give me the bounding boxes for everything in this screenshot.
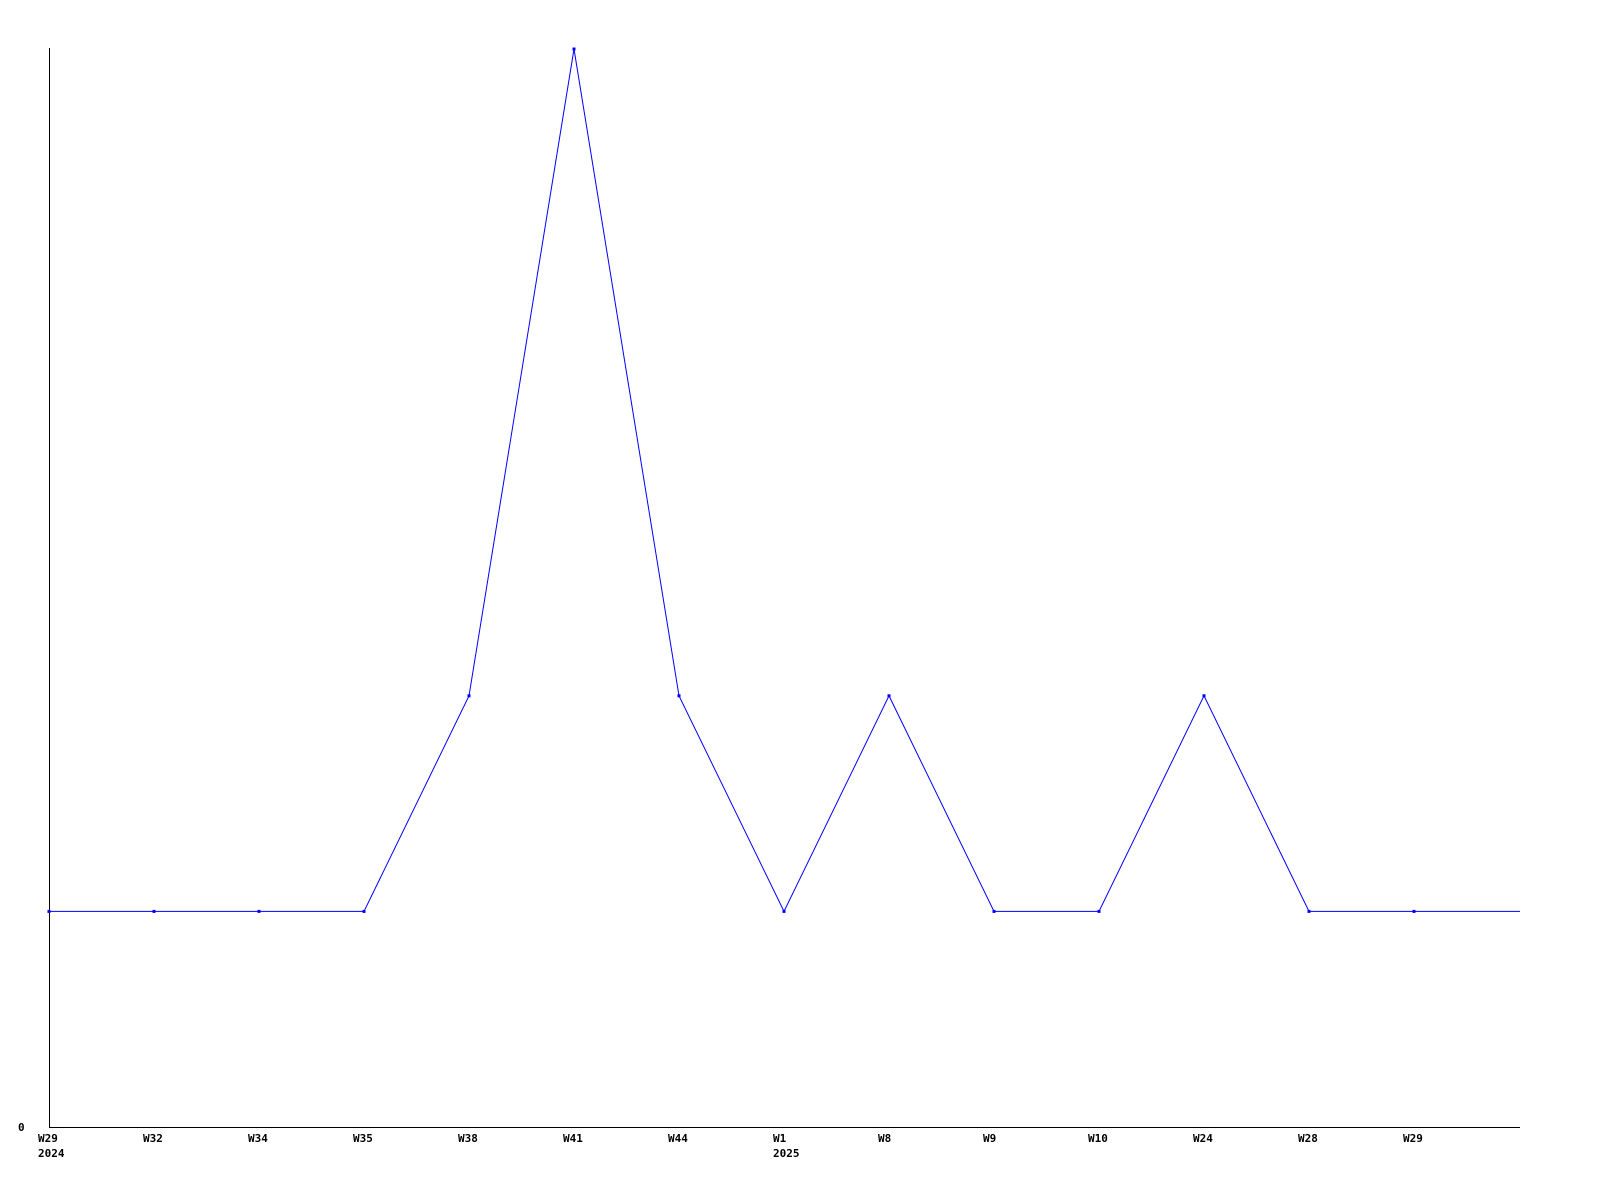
x-tick-label-5: W41	[563, 1132, 583, 1145]
data-point-10	[1097, 909, 1101, 913]
x-tick-label-6: W44	[668, 1132, 688, 1145]
data-point-13	[1412, 909, 1416, 913]
x-tick-label-1: W32	[143, 1132, 163, 1145]
data-point-3	[362, 909, 366, 913]
data-point-1	[152, 909, 156, 913]
data-point-5	[572, 47, 576, 51]
x-tick-label-4: W38	[458, 1132, 478, 1145]
x-tick-label-3: W35	[353, 1132, 373, 1145]
data-point-4	[467, 694, 471, 698]
data-point-11	[1202, 694, 1206, 698]
x-year-label-2025: 2025	[773, 1147, 800, 1160]
x-tick-label-7: W1	[773, 1132, 787, 1145]
x-tick-label-2: W34	[248, 1132, 268, 1145]
x-tick-label-11: W24	[1193, 1132, 1213, 1145]
data-point-2	[257, 909, 261, 913]
x-tick-label-12: W28	[1298, 1132, 1318, 1145]
x-tick-label-8: W8	[878, 1132, 891, 1145]
x-year-label-2024: 2024	[38, 1147, 65, 1160]
series-line	[49, 48, 1520, 913]
data-point-7	[782, 909, 786, 913]
data-point-6	[677, 694, 681, 698]
data-point-12	[1307, 909, 1311, 913]
data-point-8	[887, 694, 891, 698]
x-tick-label-0: W29	[38, 1132, 58, 1145]
x-tick-label-10: W10	[1088, 1132, 1108, 1145]
x-tick-label-13: W29	[1403, 1132, 1423, 1145]
data-point-0	[47, 909, 51, 913]
data-point-9	[992, 909, 996, 913]
y-tick-label-0: 0	[18, 1121, 25, 1134]
x-tick-label-9: W9	[983, 1132, 996, 1145]
